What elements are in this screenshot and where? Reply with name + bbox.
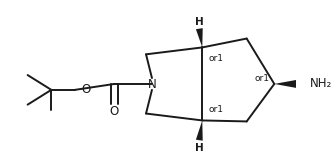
Text: H: H [195, 17, 204, 27]
Text: or1: or1 [255, 73, 269, 82]
Text: NH₂: NH₂ [310, 77, 332, 90]
Polygon shape [274, 80, 296, 88]
Text: or1: or1 [208, 54, 223, 63]
Polygon shape [196, 28, 203, 47]
Text: or1: or1 [208, 105, 223, 114]
Text: O: O [81, 83, 90, 96]
Polygon shape [196, 120, 203, 141]
Text: H: H [195, 143, 204, 153]
Text: N: N [148, 78, 156, 91]
Text: O: O [110, 105, 119, 118]
